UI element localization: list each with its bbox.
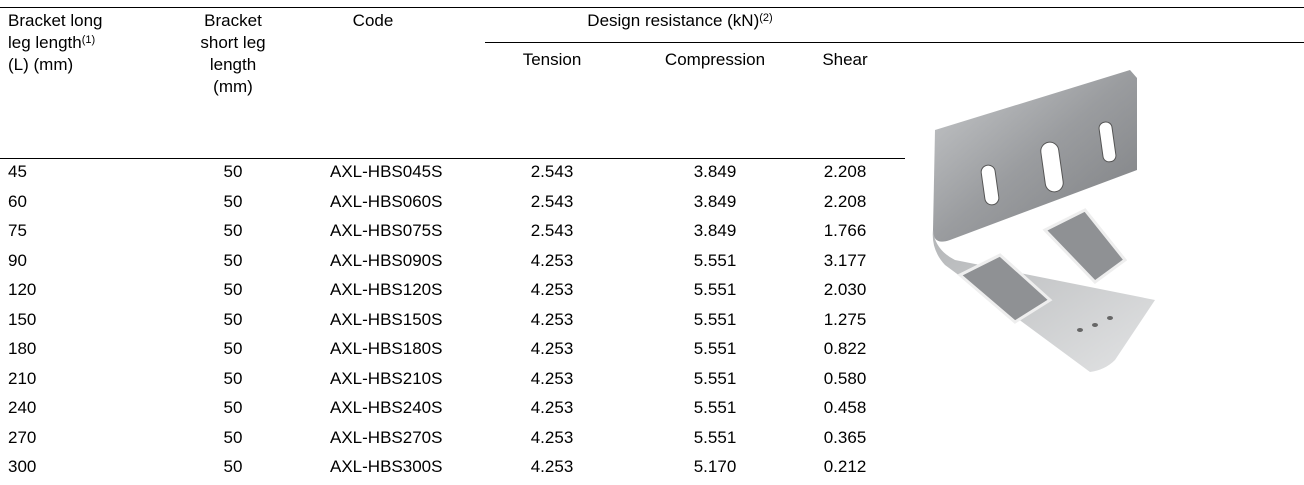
table-cell: 50 — [224, 427, 243, 449]
table-cell: 50 — [224, 397, 243, 419]
header-text: Code — [353, 10, 394, 32]
table-cell: 75 — [8, 220, 27, 242]
header-text: Shear — [822, 49, 867, 71]
table-cell: 180 — [8, 338, 36, 360]
table-cell: 5.551 — [694, 338, 737, 360]
table-cell: 50 — [224, 191, 243, 213]
table-cell: 2.030 — [824, 279, 867, 301]
header-text: (mm) — [200, 76, 265, 98]
header-text: Tension — [523, 49, 582, 71]
table-cell: 50 — [224, 161, 243, 183]
table-cell: 210 — [8, 368, 36, 390]
table-cell: 2.543 — [531, 161, 574, 183]
header-text: Bracket — [200, 10, 265, 32]
table-cell: 50 — [224, 368, 243, 390]
header-text: Bracket long — [8, 10, 103, 32]
table-cell: 240 — [8, 397, 36, 419]
table-cell: 0.822 — [824, 338, 867, 360]
footnote-ref: (2) — [759, 12, 772, 24]
table-cell: 4.253 — [531, 250, 574, 272]
table-cell: 5.551 — [694, 250, 737, 272]
table-cell: 270 — [8, 427, 36, 449]
table-cell: 120 — [8, 279, 36, 301]
table-cell: 3.849 — [694, 191, 737, 213]
table-cell: 50 — [224, 338, 243, 360]
header-text: leg length — [8, 33, 82, 52]
table-cell: 5.551 — [694, 427, 737, 449]
header-cell: Bracket long leg length(1) (L) (mm) — [8, 10, 103, 76]
table-cell: AXL-HBS075S — [330, 220, 442, 242]
table-cell: AXL-HBS240S — [330, 397, 442, 419]
table-cell: 1.766 — [824, 220, 867, 242]
table-cell: AXL-HBS045S — [330, 161, 442, 183]
table-cell: 0.212 — [824, 456, 867, 478]
header-cell: Bracket short leg length (mm) — [200, 10, 265, 98]
table-cell: AXL-HBS300S — [330, 456, 442, 478]
table-cell: 90 — [8, 250, 27, 272]
table-cell: AXL-HBS210S — [330, 368, 442, 390]
table-cell: 60 — [8, 191, 27, 213]
table-cell: 5.551 — [694, 368, 737, 390]
group-rule — [485, 42, 1304, 43]
table-cell: 2.208 — [824, 161, 867, 183]
table-cell: 5.170 — [694, 456, 737, 478]
table-cell: 4.253 — [531, 397, 574, 419]
product-image — [905, 60, 1175, 390]
table-cell: 2.208 — [824, 191, 867, 213]
table-cell: 4.253 — [531, 279, 574, 301]
table-cell: 1.275 — [824, 309, 867, 331]
table-cell: 50 — [224, 456, 243, 478]
page: Bracket long leg length(1) (L) (mm) Brac… — [0, 0, 1304, 485]
header-text: short leg — [200, 32, 265, 54]
table-cell: 50 — [224, 220, 243, 242]
footnote-ref: (1) — [82, 34, 95, 46]
table-cell: 50 — [224, 309, 243, 331]
table-cell: 50 — [224, 250, 243, 272]
table-cell: 5.551 — [694, 279, 737, 301]
table-cell: 45 — [8, 161, 27, 183]
table-cell: 50 — [224, 279, 243, 301]
table-cell: AXL-HBS270S — [330, 427, 442, 449]
table-cell: 4.253 — [531, 368, 574, 390]
table-cell: 2.543 — [531, 191, 574, 213]
table-cell: 300 — [8, 456, 36, 478]
table-cell: AXL-HBS090S — [330, 250, 442, 272]
header-rule — [0, 158, 905, 159]
table-cell: 4.253 — [531, 309, 574, 331]
table-cell: 0.458 — [824, 397, 867, 419]
header-text: Design resistance (kN) — [587, 11, 759, 30]
table-cell: AXL-HBS150S — [330, 309, 442, 331]
table-cell: 5.551 — [694, 397, 737, 419]
table-cell: AXL-HBS180S — [330, 338, 442, 360]
header-text: length — [200, 54, 265, 76]
table-cell: 3.849 — [694, 161, 737, 183]
table-cell: 4.253 — [531, 427, 574, 449]
table-cell: 5.551 — [694, 309, 737, 331]
table-cell: 3.849 — [694, 220, 737, 242]
header-cell: Design resistance (kN)(2) — [587, 10, 772, 32]
table-cell: 3.177 — [824, 250, 867, 272]
table-cell: AXL-HBS120S — [330, 279, 442, 301]
table-cell: AXL-HBS060S — [330, 191, 442, 213]
table-cell: 4.253 — [531, 338, 574, 360]
header-text: Compression — [665, 49, 765, 71]
table-cell: 0.365 — [824, 427, 867, 449]
top-rule — [0, 7, 1304, 8]
table-cell: 0.580 — [824, 368, 867, 390]
header-text: (L) (mm) — [8, 54, 103, 76]
table-cell: 150 — [8, 309, 36, 331]
table-cell: 2.543 — [531, 220, 574, 242]
table-cell: 4.253 — [531, 456, 574, 478]
